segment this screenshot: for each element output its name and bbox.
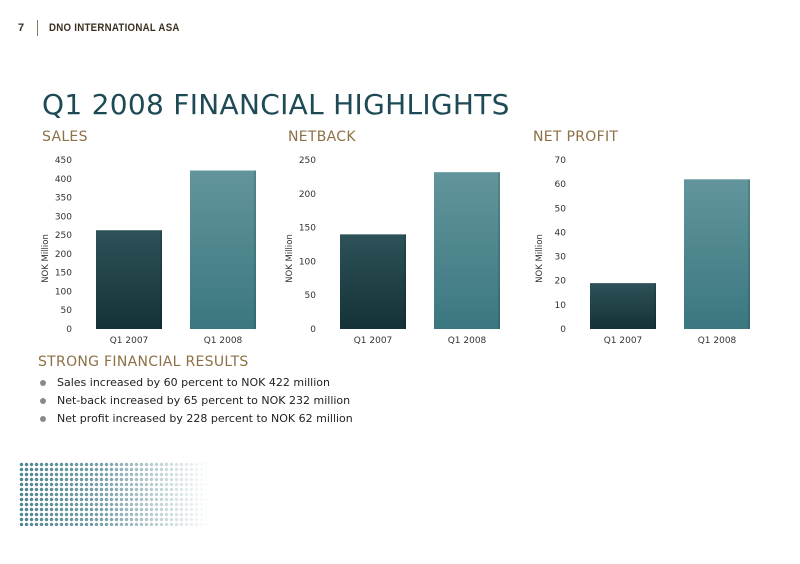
bar-shade	[160, 230, 162, 329]
netback-chart-title: NETBACK	[288, 129, 356, 145]
bar-q1-2007	[96, 230, 162, 329]
y-tick-label: 60	[555, 180, 567, 190]
bar-q1-2008	[190, 170, 256, 329]
bar-shade	[748, 179, 750, 329]
list-item-text: Net-back increased by 65 percent to NOK …	[57, 394, 351, 407]
y-tick-label: 250	[55, 231, 72, 241]
results-title: STRONG FINANCIAL RESULTS	[38, 354, 249, 370]
sales-chart-title: SALES	[42, 129, 88, 145]
bar-shade	[254, 170, 256, 329]
page-title: Q1 2008 FINANCIAL HIGHLIGHTS	[42, 88, 510, 121]
bullet-icon	[40, 380, 46, 386]
results-list: Sales increased by 60 percent to NOK 422…	[40, 374, 353, 428]
company-name: DNO INTERNATIONAL ASA	[48, 22, 180, 34]
y-tick-label: 20	[555, 277, 567, 287]
x-tick-label: Q1 2008	[698, 336, 737, 346]
list-item: Net-back increased by 65 percent to NOK …	[40, 392, 353, 410]
y-tick-label: 0	[310, 325, 316, 335]
y-axis-label: NOK Million	[285, 234, 295, 283]
bar-q1-2007	[340, 234, 406, 329]
y-tick-label: 0	[560, 325, 566, 335]
y-tick-label: 70	[555, 156, 567, 166]
bar-q1-2007	[590, 283, 656, 329]
decorative-dot-pattern	[19, 462, 209, 526]
bullet-icon	[40, 416, 46, 422]
bar-shade	[654, 283, 656, 329]
y-tick-label: 100	[55, 287, 72, 297]
net-profit-chart: 0 10 20 30 40 50 60 70 NOK Million Q1 2007 Q1 2008	[535, 156, 750, 346]
list-item: Sales increased by 60 percent to NOK 422…	[40, 374, 353, 392]
bar-q1-2008	[434, 172, 500, 329]
net-profit-chart-title: NET PROFIT	[533, 129, 619, 145]
y-tick-label: 100	[299, 257, 316, 267]
y-tick-label: 450	[55, 156, 72, 166]
y-axis-label: NOK Million	[535, 234, 545, 283]
y-tick-label: 400	[55, 175, 72, 185]
y-tick-label: 0	[66, 325, 72, 335]
y-tick-label: 50	[555, 204, 567, 214]
page-number: 7	[18, 22, 25, 34]
x-tick-label: Q1 2008	[204, 336, 243, 346]
bar-shade	[498, 172, 500, 329]
list-item-text: Sales increased by 60 percent to NOK 422…	[57, 376, 330, 389]
y-tick-label: 10	[555, 301, 567, 311]
y-axis-label: NOK Million	[41, 234, 51, 283]
list-item-text: Net profit increased by 228 percent to N…	[57, 412, 353, 425]
list-item: Net profit increased by 228 percent to N…	[40, 410, 353, 428]
bullet-icon	[40, 398, 46, 404]
x-tick-label: Q1 2007	[604, 336, 643, 346]
bar-shade	[404, 234, 406, 329]
page-header: 7 DNO INTERNATIONAL ASA	[18, 19, 197, 37]
y-tick-label: 200	[55, 250, 72, 260]
netback-chart: 0 50 100 150 200 250 NOK Million Q1 2007 Q1 2008	[285, 156, 500, 346]
y-tick-label: 30	[555, 253, 567, 263]
y-tick-label: 50	[305, 291, 317, 301]
y-tick-label: 150	[299, 224, 316, 234]
y-tick-label: 350	[55, 194, 72, 204]
x-tick-label: Q1 2008	[448, 336, 487, 346]
header-divider	[36, 20, 38, 36]
y-tick-label: 300	[55, 212, 72, 222]
y-tick-label: 250	[299, 156, 316, 166]
y-tick-label: 150	[55, 269, 72, 279]
y-tick-label: 200	[299, 190, 316, 200]
y-tick-label: 40	[555, 228, 567, 238]
bar-q1-2008	[684, 179, 750, 329]
x-tick-label: Q1 2007	[110, 336, 149, 346]
x-tick-label: Q1 2007	[354, 336, 393, 346]
y-tick-label: 50	[61, 306, 73, 316]
sales-chart: 0 50 100 150 200 250 300 350 400 450 NOK Million Q1…	[41, 156, 256, 346]
